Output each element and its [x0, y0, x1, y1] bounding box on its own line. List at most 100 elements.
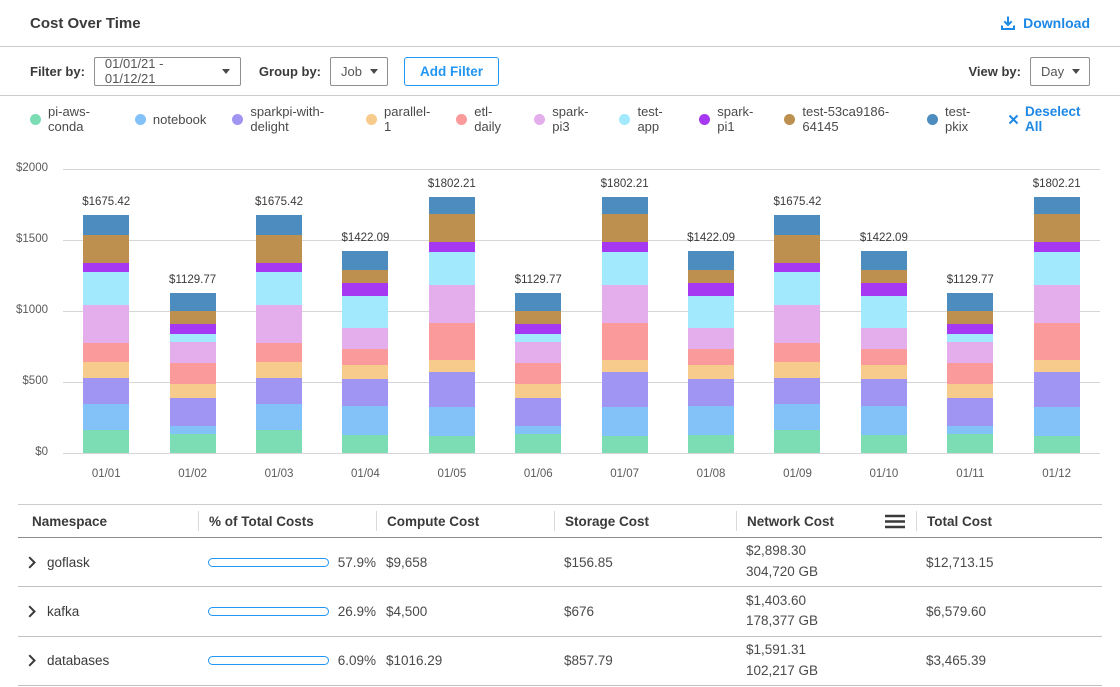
- bar-segment-test-53ca9186-64145[interactable]: [688, 270, 734, 283]
- bar-segment-pi-aws-conda[interactable]: [83, 430, 129, 453]
- bar-segment-test-app[interactable]: [515, 334, 561, 342]
- bar-segment-sparkpi-with-delight[interactable]: [170, 398, 216, 426]
- bar-segment-parallel-1[interactable]: [429, 360, 475, 373]
- stacked-bar[interactable]: [774, 215, 820, 453]
- bar-segment-sparkpi-with-delight[interactable]: [83, 378, 129, 404]
- bar-segment-etl-daily[interactable]: [602, 323, 648, 359]
- table-row[interactable]: databases 6.09% $1016.29 $857.79 $1,591.…: [18, 637, 1102, 686]
- bar-segment-pi-aws-conda[interactable]: [602, 436, 648, 453]
- bar-segment-parallel-1[interactable]: [602, 360, 648, 373]
- bar-segment-test-app[interactable]: [256, 272, 302, 305]
- bar-segment-notebook[interactable]: [170, 426, 216, 434]
- bar-segment-pi-aws-conda[interactable]: [342, 435, 388, 453]
- bar-segment-sparkpi-with-delight[interactable]: [774, 378, 820, 404]
- bar-segment-notebook[interactable]: [1034, 407, 1080, 436]
- bar-segment-test-53ca9186-64145[interactable]: [774, 235, 820, 263]
- bar-segment-pi-aws-conda[interactable]: [170, 434, 216, 453]
- bar-segment-notebook[interactable]: [83, 404, 129, 430]
- bar-segment-sparkpi-with-delight[interactable]: [861, 379, 907, 407]
- table-row[interactable]: goflask 57.9% $9,658 $156.85 $2,898.30 3…: [18, 538, 1102, 587]
- legend-item-sparkpi-with-delight[interactable]: sparkpi-with-delight: [232, 104, 340, 134]
- bar-segment-notebook[interactable]: [342, 406, 388, 435]
- bar-segment-notebook[interactable]: [515, 426, 561, 434]
- col-header-percent[interactable]: % of Total Costs: [198, 511, 376, 531]
- bar-segment-test-pkix[interactable]: [861, 251, 907, 269]
- bar-segment-parallel-1[interactable]: [861, 365, 907, 379]
- bar-segment-spark-pi3[interactable]: [170, 342, 216, 362]
- bar-segment-test-app[interactable]: [83, 272, 129, 305]
- bar-segment-test-53ca9186-64145[interactable]: [515, 311, 561, 324]
- bar-segment-spark-pi3[interactable]: [342, 328, 388, 349]
- stacked-bar[interactable]: [947, 293, 993, 453]
- bar-segment-parallel-1[interactable]: [1034, 360, 1080, 373]
- bar-segment-test-pkix[interactable]: [83, 215, 129, 235]
- bar-segment-parallel-1[interactable]: [342, 365, 388, 379]
- bar-segment-test-pkix[interactable]: [688, 251, 734, 269]
- legend-item-test-app[interactable]: test-app: [619, 104, 673, 134]
- bar-segment-test-53ca9186-64145[interactable]: [429, 214, 475, 242]
- legend-item-etl-daily[interactable]: etl-daily: [456, 104, 508, 134]
- stacked-bar[interactable]: [861, 251, 907, 453]
- bar-segment-test-53ca9186-64145[interactable]: [170, 311, 216, 324]
- bar-segment-sparkpi-with-delight[interactable]: [688, 379, 734, 407]
- bar-segment-etl-daily[interactable]: [1034, 323, 1080, 359]
- group-by-select[interactable]: Job: [330, 57, 388, 86]
- bar-segment-etl-daily[interactable]: [342, 349, 388, 365]
- bar-segment-test-pkix[interactable]: [429, 197, 475, 214]
- bar-segment-spark-pi1[interactable]: [861, 283, 907, 296]
- menu-icon[interactable]: [884, 514, 906, 529]
- bar-segment-pi-aws-conda[interactable]: [515, 434, 561, 453]
- bar-segment-pi-aws-conda[interactable]: [688, 435, 734, 453]
- deselect-all-button[interactable]: Deselect All: [1008, 104, 1090, 134]
- bar-segment-spark-pi1[interactable]: [256, 263, 302, 272]
- chevron-right-icon[interactable]: [28, 605, 36, 618]
- bar-segment-sparkpi-with-delight[interactable]: [256, 378, 302, 404]
- bar-segment-spark-pi3[interactable]: [861, 328, 907, 349]
- bar-segment-notebook[interactable]: [688, 406, 734, 435]
- bar-segment-spark-pi1[interactable]: [688, 283, 734, 296]
- bar-segment-etl-daily[interactable]: [861, 349, 907, 365]
- bar-segment-pi-aws-conda[interactable]: [774, 430, 820, 453]
- bar-segment-test-app[interactable]: [342, 296, 388, 328]
- bar-segment-test-53ca9186-64145[interactable]: [83, 235, 129, 263]
- bar-segment-test-app[interactable]: [1034, 252, 1080, 285]
- bar-segment-test-53ca9186-64145[interactable]: [947, 311, 993, 324]
- bar-segment-spark-pi1[interactable]: [515, 324, 561, 334]
- bar-segment-pi-aws-conda[interactable]: [429, 436, 475, 453]
- bar-segment-test-app[interactable]: [947, 334, 993, 342]
- bar-segment-spark-pi1[interactable]: [947, 324, 993, 334]
- date-range-select[interactable]: 01/01/21 - 01/12/21: [94, 57, 241, 86]
- bar-segment-spark-pi1[interactable]: [342, 283, 388, 296]
- bar-segment-parallel-1[interactable]: [774, 362, 820, 378]
- bar-segment-spark-pi3[interactable]: [256, 305, 302, 343]
- col-header-storage[interactable]: Storage Cost: [554, 511, 736, 531]
- download-button[interactable]: Download: [1000, 15, 1090, 31]
- bar-segment-parallel-1[interactable]: [947, 384, 993, 398]
- legend-item-spark-pi1[interactable]: spark-pi1: [699, 104, 758, 134]
- bar-segment-spark-pi3[interactable]: [1034, 285, 1080, 323]
- stacked-bar[interactable]: [342, 251, 388, 453]
- bar-segment-parallel-1[interactable]: [83, 362, 129, 378]
- bar-segment-pi-aws-conda[interactable]: [256, 430, 302, 453]
- bar-segment-test-pkix[interactable]: [342, 251, 388, 269]
- bar-segment-spark-pi1[interactable]: [1034, 242, 1080, 253]
- bar-segment-spark-pi3[interactable]: [774, 305, 820, 343]
- bar-segment-sparkpi-with-delight[interactable]: [342, 379, 388, 407]
- bar-segment-test-pkix[interactable]: [602, 197, 648, 214]
- view-by-select[interactable]: Day: [1030, 57, 1090, 86]
- legend-item-notebook[interactable]: notebook: [135, 112, 207, 127]
- bar-segment-test-53ca9186-64145[interactable]: [861, 270, 907, 283]
- bar-segment-spark-pi3[interactable]: [602, 285, 648, 323]
- bar-segment-test-app[interactable]: [688, 296, 734, 328]
- stacked-bar[interactable]: [515, 293, 561, 453]
- stacked-bar[interactable]: [602, 197, 648, 453]
- bar-segment-pi-aws-conda[interactable]: [1034, 436, 1080, 453]
- bar-segment-spark-pi1[interactable]: [170, 324, 216, 334]
- bar-segment-spark-pi1[interactable]: [774, 263, 820, 272]
- bar-segment-spark-pi1[interactable]: [429, 242, 475, 253]
- bar-segment-test-pkix[interactable]: [256, 215, 302, 235]
- bar-segment-sparkpi-with-delight[interactable]: [429, 372, 475, 406]
- bar-segment-spark-pi1[interactable]: [83, 263, 129, 272]
- add-filter-button[interactable]: Add Filter: [404, 57, 499, 86]
- bar-segment-test-53ca9186-64145[interactable]: [256, 235, 302, 263]
